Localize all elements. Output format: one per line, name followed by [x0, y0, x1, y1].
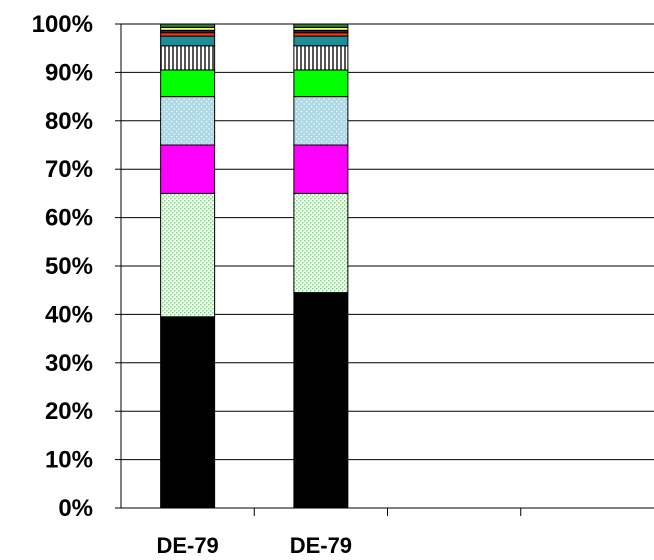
- bar-segment: [160, 144, 216, 194]
- bars: [160, 23, 349, 509]
- y-tick-label: 30%: [45, 350, 93, 377]
- labels: 0% 10% 20% 30% 40% 50% 60% 70% 80% 90% 100% DE-79 DE…: [32, 11, 352, 558]
- bar-segment: [160, 45, 216, 71]
- y-tick-label: 10%: [45, 447, 93, 474]
- y-tick-label: 0%: [58, 495, 93, 522]
- bar-segment: [160, 192, 216, 318]
- y-tick-label: 80%: [45, 108, 93, 135]
- bar-segment: [293, 35, 349, 47]
- bar-segment: [293, 192, 349, 294]
- y-tick-label: 70%: [45, 156, 93, 183]
- axes: [115, 23, 654, 516]
- y-tick-label: 60%: [45, 205, 93, 232]
- bar-segment: [160, 96, 216, 146]
- bar-segment: [293, 69, 349, 98]
- bar-segment: [160, 69, 216, 98]
- bar-segment: [160, 32, 216, 37]
- y-tick-label: 40%: [45, 301, 93, 328]
- bar-segment: [160, 35, 216, 47]
- bar-segment: [293, 23, 349, 28]
- bar-segment: [160, 23, 216, 28]
- y-tick-label: 100%: [32, 11, 93, 38]
- bar-segment: [293, 45, 349, 71]
- bar-segment: [293, 292, 349, 509]
- bar-segment: [160, 316, 216, 509]
- x-category-label: DE-79: [290, 533, 352, 558]
- bar-segment: [293, 144, 349, 194]
- x-category-label: DE-79: [156, 533, 218, 558]
- y-tick-label: 50%: [45, 253, 93, 280]
- y-tick-label: 90%: [45, 59, 93, 86]
- y-tick-label: 20%: [45, 398, 93, 425]
- bar-segment: [293, 96, 349, 146]
- bar-segment: [293, 32, 349, 37]
